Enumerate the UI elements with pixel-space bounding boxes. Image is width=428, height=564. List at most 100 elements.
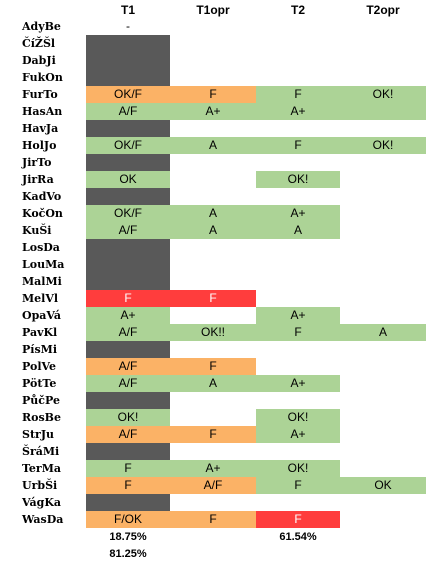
grade-cell-t2: OK! bbox=[256, 460, 340, 477]
student-code: TerMa bbox=[22, 462, 62, 475]
grade-cell-t1opr: F bbox=[170, 86, 256, 103]
grade-cell-t2 bbox=[256, 188, 340, 205]
grade-cell-t2opr bbox=[340, 103, 426, 120]
student-code: KuŠi bbox=[22, 224, 52, 237]
table-row: KadVo bbox=[0, 188, 428, 205]
grade-cell-t1opr: A bbox=[170, 137, 256, 154]
student-code: HolJo bbox=[22, 139, 57, 152]
grade-cell-t1: - bbox=[126, 19, 130, 33]
table-row: ŠráMi bbox=[0, 443, 428, 460]
grade-cell-t2opr bbox=[340, 239, 426, 256]
grade-cell-t1 bbox=[86, 52, 170, 69]
grade-cell-t2opr bbox=[340, 392, 426, 409]
table-row: HasAn A/F A+ A+ bbox=[0, 103, 428, 120]
grade-cell-t1opr bbox=[170, 409, 256, 426]
grade-cell-t1opr bbox=[170, 273, 256, 290]
grade-cell-t1: A/F bbox=[86, 103, 170, 120]
grade-cell-t2opr bbox=[340, 290, 426, 307]
grade-cell-t1 bbox=[86, 443, 170, 460]
grade-cell-t2 bbox=[256, 392, 340, 409]
grade-cell-t1 bbox=[86, 341, 170, 358]
grade-cell-t2opr: OK! bbox=[340, 86, 426, 103]
student-code: KočOn bbox=[22, 207, 63, 220]
student-code: VágKa bbox=[22, 496, 62, 509]
grade-cell-t1opr: A bbox=[170, 375, 256, 392]
grade-cell-t2: OK! bbox=[256, 171, 340, 188]
student-code: PísMi bbox=[22, 343, 57, 356]
grade-cell-t1opr bbox=[170, 154, 256, 171]
table-row: PísMi bbox=[0, 341, 428, 358]
grade-cell-t1opr: F bbox=[170, 511, 256, 528]
grade-cell-t1opr bbox=[170, 307, 256, 324]
grade-cell-t1 bbox=[86, 239, 170, 256]
student-code: MelVl bbox=[22, 292, 59, 305]
header-t1: T1 bbox=[120, 3, 135, 17]
student-code: StrJu bbox=[22, 428, 55, 441]
table-row: PůčPe bbox=[0, 392, 428, 409]
grade-cell-t1opr: A bbox=[170, 222, 256, 239]
grade-cell-t2opr bbox=[340, 273, 426, 290]
grade-cell-t1opr: F bbox=[170, 358, 256, 375]
student-code: DabJi bbox=[22, 54, 56, 67]
grade-cell-t1opr bbox=[170, 52, 256, 69]
grade-cell-t2opr bbox=[340, 222, 426, 239]
table-row: MalMi bbox=[0, 273, 428, 290]
student-code: KadVo bbox=[22, 190, 62, 203]
table-row: WasDa F/OK F F bbox=[0, 511, 428, 528]
student-code: LosDa bbox=[22, 241, 60, 254]
table-row: TerMa F A+ OK! bbox=[0, 460, 428, 477]
grade-cell-t1opr: A/F bbox=[170, 477, 256, 494]
grade-cell-t1opr bbox=[170, 171, 256, 188]
header-t2opr: T2opr bbox=[366, 3, 400, 17]
student-code: HasAn bbox=[22, 105, 63, 118]
grade-cell-t2 bbox=[256, 18, 340, 35]
student-code: PavKl bbox=[22, 326, 58, 339]
table-row: LosDa bbox=[0, 239, 428, 256]
grade-cell-t1: OK/F bbox=[86, 137, 170, 154]
grade-cell-t2 bbox=[256, 341, 340, 358]
grade-cell-t2opr bbox=[340, 18, 426, 35]
student-code: PůčPe bbox=[22, 394, 60, 407]
grade-cell-t1: F/OK bbox=[86, 511, 170, 528]
grade-cell-t2opr bbox=[340, 426, 426, 443]
table-row: PavKl A/F OK!! F A bbox=[0, 324, 428, 341]
table-row: PötTe A/F A A+ bbox=[0, 375, 428, 392]
table-row: LouMa bbox=[0, 256, 428, 273]
grade-cell-t2opr bbox=[340, 171, 426, 188]
grade-cell-t2opr bbox=[340, 358, 426, 375]
table-row: RosBe OK! OK! bbox=[0, 409, 428, 426]
grade-cell-t1opr bbox=[170, 239, 256, 256]
grade-cell-t1: A/F bbox=[86, 426, 170, 443]
student-code: MalMi bbox=[22, 275, 62, 288]
grade-cell-t2opr: OK! bbox=[340, 137, 426, 154]
grade-cell-t1: OK/F bbox=[86, 205, 170, 222]
t1-percentage-a: 18.75% bbox=[109, 531, 147, 543]
grade-cell-t1: F bbox=[86, 477, 170, 494]
student-code: RosBe bbox=[22, 411, 61, 424]
student-code: ČíŽŠl bbox=[22, 37, 56, 50]
grade-cell-t2 bbox=[256, 154, 340, 171]
grade-cell-t2opr: A bbox=[340, 324, 426, 341]
grade-cell-t1 bbox=[86, 120, 170, 137]
grade-cell-t2: A+ bbox=[256, 375, 340, 392]
student-code: AdyBe bbox=[22, 20, 61, 33]
grade-cell-t1: A/F bbox=[86, 358, 170, 375]
grade-cell-t2opr bbox=[340, 443, 426, 460]
grade-cell-t1 bbox=[86, 273, 170, 290]
student-code: JirRa bbox=[22, 173, 54, 186]
grade-cell-t1opr bbox=[170, 392, 256, 409]
grade-cell-t2opr bbox=[340, 460, 426, 477]
grade-cell-t1opr: A+ bbox=[170, 103, 256, 120]
grade-cell-t2opr bbox=[340, 188, 426, 205]
student-code: UrbŠi bbox=[22, 479, 58, 492]
grade-cell-t2: F bbox=[256, 86, 340, 103]
student-code: HavJa bbox=[22, 122, 59, 135]
grade-cell-t1opr: A+ bbox=[170, 460, 256, 477]
grade-cell-t2 bbox=[256, 273, 340, 290]
grade-cell-t1: A/F bbox=[86, 324, 170, 341]
table-row: VágKa bbox=[0, 494, 428, 511]
table-row: HolJo OK/F A F OK! bbox=[0, 137, 428, 154]
grade-cell-t2 bbox=[256, 69, 340, 86]
grade-cell-t2opr bbox=[340, 69, 426, 86]
